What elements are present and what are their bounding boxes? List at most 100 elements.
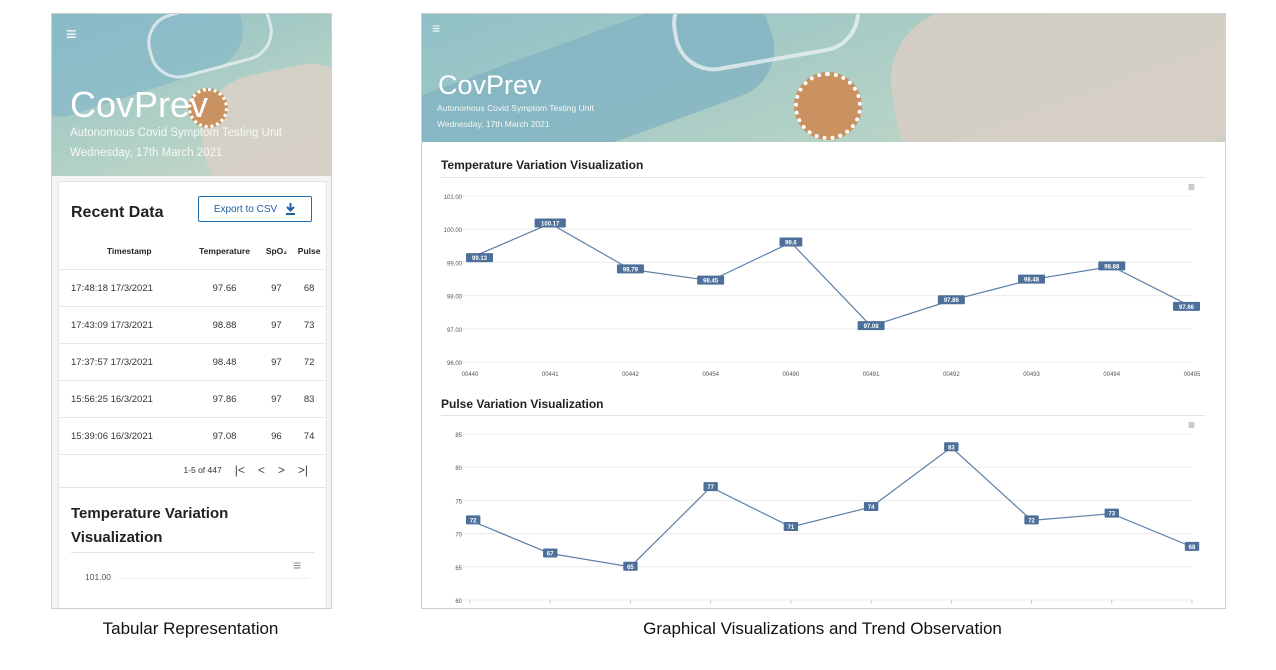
column-header-timestamp[interactable]: Timestamp bbox=[59, 233, 189, 270]
data-label-bg bbox=[466, 515, 481, 525]
x-tick-label: 00440 bbox=[462, 372, 479, 378]
data-label: 100.17 bbox=[541, 222, 560, 228]
header-banner: ≡ CovPrev Autonomous Covid Symptom Testi… bbox=[52, 14, 331, 176]
timestamp-cell: 17:48:18 17/3/2021 bbox=[59, 269, 189, 307]
export-csv-label: Export to CSV bbox=[213, 203, 278, 215]
data-label-bg bbox=[466, 253, 493, 263]
timestamp-cell: 15:39:06 16/3/2021 bbox=[59, 417, 189, 455]
temperature-cell: 97.08 bbox=[188, 417, 261, 455]
chart-menu-icon[interactable]: ≡ bbox=[1188, 418, 1196, 432]
mobile-chart-title: Temperature Variation Visualization bbox=[71, 505, 229, 546]
data-label: 83 bbox=[948, 445, 955, 451]
data-label: 99.13 bbox=[472, 256, 488, 262]
spo2-cell: 97 bbox=[260, 343, 293, 381]
app-subtitle: Autonomous Covid Symptom Testing Unit bbox=[437, 103, 594, 113]
data-label: 65 bbox=[627, 565, 634, 571]
pulse-cell: 68 bbox=[292, 269, 326, 307]
data-label-bg bbox=[857, 321, 885, 331]
virus-graphic bbox=[794, 72, 862, 140]
temperature-chart-title: Temperature Variation Visualization bbox=[441, 158, 644, 172]
y-tick-label: 101.00 bbox=[444, 195, 463, 201]
app-subtitle: Autonomous Covid Symptom Testing Unit bbox=[70, 127, 282, 139]
data-label-bg bbox=[863, 502, 879, 512]
x-tick-label: 00494 bbox=[1103, 372, 1120, 378]
series-line bbox=[469, 446, 1193, 568]
timestamp-cell: 17:37:57 17/3/2021 bbox=[59, 343, 189, 381]
hamburger-icon[interactable]: ≡ bbox=[432, 20, 441, 36]
pagination-range: 1-5 of 447 bbox=[183, 465, 222, 475]
data-label: 74 bbox=[868, 505, 875, 511]
x-tick-label: 00495 bbox=[1184, 372, 1201, 378]
first-page-icon[interactable]: |< bbox=[234, 463, 245, 477]
spo2-cell: 96 bbox=[260, 417, 293, 455]
x-tick-label: 00441 bbox=[542, 372, 559, 378]
app-date: Wednesday, 17th March 2021 bbox=[437, 119, 550, 129]
timestamp-cell: 17:43:09 17/3/2021 bbox=[59, 306, 189, 344]
export-csv-button[interactable]: Export to CSV bbox=[198, 196, 312, 222]
y-tick-label: 100.00 bbox=[444, 228, 463, 234]
column-header-pulse[interactable]: Pulse bbox=[292, 233, 326, 270]
caption-left: Tabular Representation bbox=[102, 619, 279, 638]
data-label-bg bbox=[1184, 541, 1200, 551]
hamburger-icon[interactable]: ≡ bbox=[66, 24, 77, 44]
last-page-icon[interactable]: >| bbox=[297, 463, 308, 477]
app-date: Wednesday, 17th March 2021 bbox=[70, 147, 223, 159]
y-tick-label: 60 bbox=[455, 599, 462, 605]
x-tick-label: 00491 bbox=[863, 372, 880, 378]
data-label: 71 bbox=[788, 525, 795, 531]
recent-data-card: Recent Data Export to CSV Timestamp Temp… bbox=[58, 181, 327, 489]
column-header-temperature[interactable]: Temperature bbox=[188, 233, 261, 270]
data-label: 98.88 bbox=[1104, 264, 1120, 270]
column-header-spo2[interactable]: SpO₂ bbox=[260, 233, 293, 270]
y-tick-label: 97.00 bbox=[447, 328, 463, 334]
temperature-cell: 97.86 bbox=[188, 380, 261, 418]
download-icon bbox=[286, 203, 296, 215]
spo2-cell: 97 bbox=[260, 306, 293, 344]
y-tick-label: 70 bbox=[455, 533, 462, 539]
table-row: 17:48:18 17/3/2021 97.66 97 68 bbox=[59, 269, 326, 307]
data-label: 72 bbox=[470, 518, 477, 524]
x-tick-label: 00490 bbox=[783, 372, 800, 378]
temperature-cell: 97.66 bbox=[188, 269, 261, 307]
chevron-left-icon[interactable]: < bbox=[257, 463, 265, 477]
spo2-cell: 97 bbox=[260, 380, 293, 418]
data-label-bg bbox=[779, 237, 803, 247]
desktop-header-banner: ≡ CovPrev Autonomous Covid Symptom Testi… bbox=[422, 14, 1225, 142]
data-label-bg bbox=[623, 561, 638, 571]
data-label-bg bbox=[944, 442, 959, 452]
temperature-chart: 96.00 97.00 98.00 99.00 100.00 101.00 00440 004… bbox=[444, 195, 1201, 378]
temperature-cell: 98.88 bbox=[188, 306, 261, 344]
data-label: 68 bbox=[1189, 545, 1196, 551]
virus-graphic bbox=[188, 88, 228, 128]
data-label-bg bbox=[783, 521, 799, 531]
x-tick-label: 00493 bbox=[1023, 372, 1040, 378]
recent-data-title: Recent Data bbox=[71, 204, 164, 221]
data-label: 73 bbox=[1108, 512, 1115, 518]
y-tick-label: 85 bbox=[455, 433, 462, 439]
chevron-right-icon[interactable]: > bbox=[277, 463, 285, 477]
y-tick-label: 65 bbox=[455, 566, 462, 572]
y-tick-label: 99.00 bbox=[447, 261, 463, 267]
y-tick-label: 98.00 bbox=[447, 295, 463, 301]
data-label: 97.86 bbox=[944, 298, 960, 304]
data-label-bg bbox=[1024, 515, 1039, 525]
chart-menu-icon[interactable]: ≡ bbox=[293, 557, 302, 573]
pulse-chart-title: Pulse Variation Visualization bbox=[441, 397, 604, 411]
data-label-bg bbox=[697, 275, 725, 285]
data-label: 99.6 bbox=[785, 240, 797, 246]
pulse-chart: 60 65 70 75 80 85 72 67 65 77 71 74 83 72 73 68 bbox=[455, 433, 1200, 605]
temperature-cell: 98.48 bbox=[188, 343, 261, 381]
y-tick-label: 80 bbox=[455, 466, 462, 472]
x-tick-label: 00442 bbox=[622, 372, 639, 378]
series-line bbox=[469, 222, 1193, 327]
data-label-bg bbox=[616, 264, 644, 274]
chart-menu-icon[interactable]: ≡ bbox=[1188, 180, 1196, 194]
app-title: CovPrev bbox=[438, 70, 542, 100]
pulse-cell: 73 bbox=[292, 306, 326, 344]
app-title: CovPrev bbox=[70, 84, 209, 125]
pulse-cell: 74 bbox=[292, 417, 326, 455]
table-row: 17:43:09 17/3/2021 98.88 97 73 bbox=[59, 306, 326, 344]
recent-data-table: Timestamp Temperature SpO₂ Pulse 17:48:1… bbox=[59, 233, 326, 455]
data-label-bg bbox=[1173, 301, 1200, 311]
pulse-cell: 72 bbox=[292, 343, 326, 381]
